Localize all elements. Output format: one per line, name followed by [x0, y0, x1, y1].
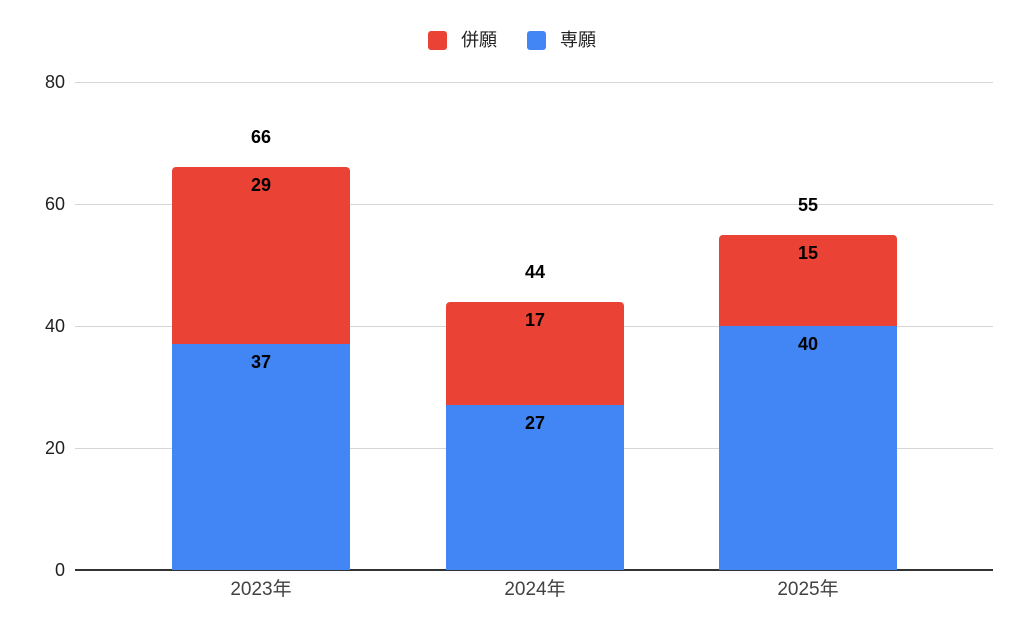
- x-axis-label: 2025年: [777, 579, 839, 600]
- y-axis-tick-label: 20: [44, 438, 65, 458]
- chart-legend: 併願 専願: [0, 30, 1024, 50]
- legend-label-sengan: 専願: [560, 30, 596, 50]
- bar-segment-heigan: 17: [446, 301, 624, 406]
- bar-2024年: 17 27: [446, 301, 624, 570]
- legend-swatch-heigan: [428, 30, 447, 50]
- x-axis-label: 2023年: [230, 579, 292, 600]
- bar-segment-value-label: 17: [524, 309, 546, 330]
- bar-2023年: 29 37: [172, 167, 350, 570]
- bar-segment-value-label: 40: [797, 334, 819, 354]
- bar-segment-value-label: 27: [524, 413, 546, 434]
- bar-segment-heigan: 15: [719, 234, 897, 326]
- bar-segment-value-label: 15: [797, 242, 819, 263]
- x-axis-label: 2024年: [504, 579, 566, 600]
- bar-segment-heigan: 29: [172, 167, 350, 345]
- bar-segment-sengan: 37: [172, 344, 350, 570]
- y-axis-tick-label: 0: [54, 560, 65, 580]
- legend-swatch-sengan: [527, 30, 546, 50]
- gridline: [75, 204, 993, 205]
- legend-item-sengan: 専願: [527, 30, 596, 50]
- bar-segment-value-label: 29: [250, 175, 272, 196]
- y-axis-tick-label: 80: [44, 72, 65, 92]
- y-axis-tick-label: 60: [44, 194, 65, 214]
- bar-segment-value-label: 37: [250, 352, 272, 373]
- bar-segment-sengan: 40: [719, 326, 897, 570]
- legend-label-heigan: 併願: [461, 30, 497, 50]
- gridline: [75, 82, 993, 83]
- legend-item-heigan: 併願: [428, 30, 497, 50]
- bar-2025年: 15 40: [719, 234, 897, 570]
- bar-total-label: 66: [250, 127, 272, 148]
- x-axis-line: [75, 569, 993, 571]
- bar-total-label: 44: [524, 261, 546, 282]
- y-axis-tick-label: 40: [44, 316, 65, 336]
- bar-total-label: 55: [797, 194, 819, 215]
- bar-segment-sengan: 27: [446, 405, 624, 570]
